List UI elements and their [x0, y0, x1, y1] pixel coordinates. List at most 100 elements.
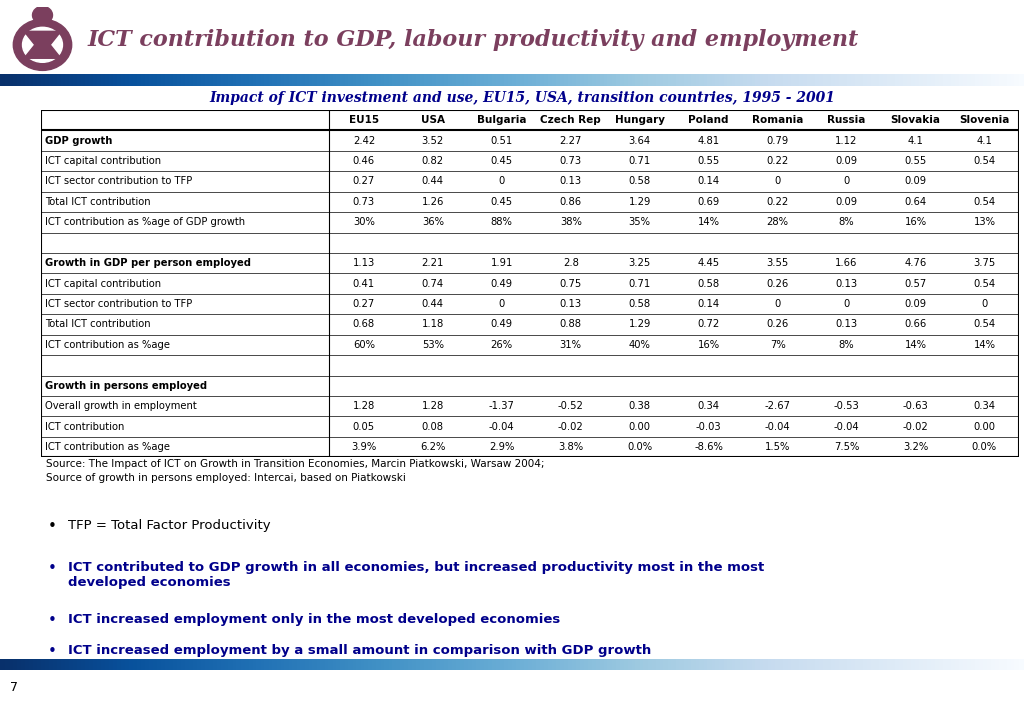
Text: 40%: 40%: [629, 340, 650, 350]
Text: 0: 0: [499, 299, 505, 309]
Circle shape: [23, 27, 62, 62]
Text: 0.73: 0.73: [353, 197, 375, 207]
Text: 26%: 26%: [490, 340, 513, 350]
Text: -0.02: -0.02: [558, 422, 584, 432]
Text: 0.05: 0.05: [353, 422, 375, 432]
Text: 0.68: 0.68: [353, 320, 375, 330]
Text: 0.38: 0.38: [629, 401, 650, 411]
Text: 0.09: 0.09: [836, 197, 857, 207]
Text: 0.09: 0.09: [904, 177, 927, 186]
Text: 1.12: 1.12: [836, 135, 858, 145]
Text: 88%: 88%: [490, 217, 513, 228]
Text: •: •: [48, 519, 56, 534]
Text: 0.00: 0.00: [974, 422, 995, 432]
Text: ICT increased employment only in the most developed economies: ICT increased employment only in the mos…: [68, 613, 560, 626]
Text: -0.04: -0.04: [765, 422, 791, 432]
Text: 53%: 53%: [422, 340, 443, 350]
Text: 0.86: 0.86: [560, 197, 582, 207]
Text: 0.27: 0.27: [353, 177, 375, 186]
Text: 2.8: 2.8: [563, 258, 579, 268]
Text: 1.91: 1.91: [490, 258, 513, 268]
Text: ICT contribution as %age: ICT contribution as %age: [45, 340, 170, 350]
Text: 3.55: 3.55: [766, 258, 788, 268]
Text: 0.71: 0.71: [629, 279, 651, 289]
Text: 4.76: 4.76: [904, 258, 927, 268]
Text: 0.82: 0.82: [422, 156, 444, 166]
Text: 0: 0: [774, 299, 780, 309]
Text: 1.13: 1.13: [353, 258, 375, 268]
Text: USA: USA: [421, 115, 444, 125]
Text: ICT contributed to GDP growth in all economies, but increased productivity most : ICT contributed to GDP growth in all eco…: [68, 562, 764, 589]
Text: 0.08: 0.08: [422, 422, 443, 432]
Text: 1.66: 1.66: [836, 258, 858, 268]
Text: 1.18: 1.18: [422, 320, 444, 330]
Text: 28%: 28%: [767, 217, 788, 228]
Text: 1.29: 1.29: [629, 197, 651, 207]
Text: 0.0%: 0.0%: [972, 442, 997, 452]
Text: 14%: 14%: [904, 340, 927, 350]
Text: ICT contribution as %age: ICT contribution as %age: [45, 442, 170, 452]
Text: 0.58: 0.58: [629, 299, 651, 309]
Text: 0.58: 0.58: [629, 177, 651, 186]
Text: Total ICT contribution: Total ICT contribution: [45, 320, 151, 330]
Text: 3.75: 3.75: [973, 258, 995, 268]
Text: ICT capital contribution: ICT capital contribution: [45, 156, 161, 166]
Text: TFP = Total Factor Productivity: TFP = Total Factor Productivity: [68, 519, 270, 532]
Text: 0.55: 0.55: [697, 156, 720, 166]
Text: 0.09: 0.09: [836, 156, 857, 166]
Text: 35%: 35%: [629, 217, 650, 228]
Text: 4.1: 4.1: [977, 135, 992, 145]
Text: 0.09: 0.09: [904, 299, 927, 309]
Text: •: •: [48, 644, 56, 659]
Text: 0.74: 0.74: [422, 279, 444, 289]
Text: 0.64: 0.64: [904, 197, 927, 207]
Text: -1.37: -1.37: [488, 401, 515, 411]
Text: 0.22: 0.22: [766, 156, 788, 166]
Text: 6.2%: 6.2%: [420, 442, 445, 452]
Text: 3.64: 3.64: [629, 135, 651, 145]
Text: Overall growth in employment: Overall growth in employment: [45, 401, 197, 411]
Text: 8%: 8%: [839, 340, 854, 350]
Text: -0.02: -0.02: [902, 422, 929, 432]
Text: 31%: 31%: [560, 340, 582, 350]
Text: 0.46: 0.46: [353, 156, 375, 166]
Text: Romania: Romania: [752, 115, 803, 125]
Text: 0.13: 0.13: [836, 320, 857, 330]
Text: 7: 7: [10, 681, 18, 694]
Text: 0.73: 0.73: [560, 156, 582, 166]
Text: EU15: EU15: [349, 115, 379, 125]
Text: 7%: 7%: [770, 340, 785, 350]
Text: 7.5%: 7.5%: [834, 442, 859, 452]
Text: 0.0%: 0.0%: [627, 442, 652, 452]
Text: 0.58: 0.58: [697, 279, 720, 289]
Text: 0.54: 0.54: [974, 156, 995, 166]
Text: 0.55: 0.55: [904, 156, 927, 166]
Text: -0.04: -0.04: [834, 422, 859, 432]
Text: ICT sector contribution to TFP: ICT sector contribution to TFP: [45, 299, 193, 309]
Text: Poland: Poland: [688, 115, 729, 125]
Text: 36%: 36%: [422, 217, 443, 228]
Text: ICT capital contribution: ICT capital contribution: [45, 279, 161, 289]
Text: 14%: 14%: [697, 217, 720, 228]
Text: 0.44: 0.44: [422, 299, 443, 309]
Text: 0.14: 0.14: [697, 299, 720, 309]
Text: 30%: 30%: [353, 217, 375, 228]
Text: 16%: 16%: [904, 217, 927, 228]
Text: 3.2%: 3.2%: [903, 442, 928, 452]
Text: 4.45: 4.45: [697, 258, 720, 268]
Circle shape: [33, 6, 52, 24]
Text: Source: The Impact of ICT on Growth in Transition Economies, Marcin Piatkowski, : Source: The Impact of ICT on Growth in T…: [46, 459, 545, 483]
Text: 0.49: 0.49: [490, 279, 513, 289]
Text: 0.14: 0.14: [697, 177, 720, 186]
Text: 1.28: 1.28: [422, 401, 444, 411]
Text: 60%: 60%: [353, 340, 375, 350]
Text: -0.03: -0.03: [696, 422, 722, 432]
Text: 0.13: 0.13: [560, 177, 582, 186]
Text: 0.13: 0.13: [836, 279, 857, 289]
Text: 16%: 16%: [697, 340, 720, 350]
Text: 3.9%: 3.9%: [351, 442, 377, 452]
Polygon shape: [25, 31, 61, 45]
Text: 0: 0: [774, 177, 780, 186]
Text: 1.5%: 1.5%: [765, 442, 791, 452]
Text: -0.04: -0.04: [489, 422, 515, 432]
